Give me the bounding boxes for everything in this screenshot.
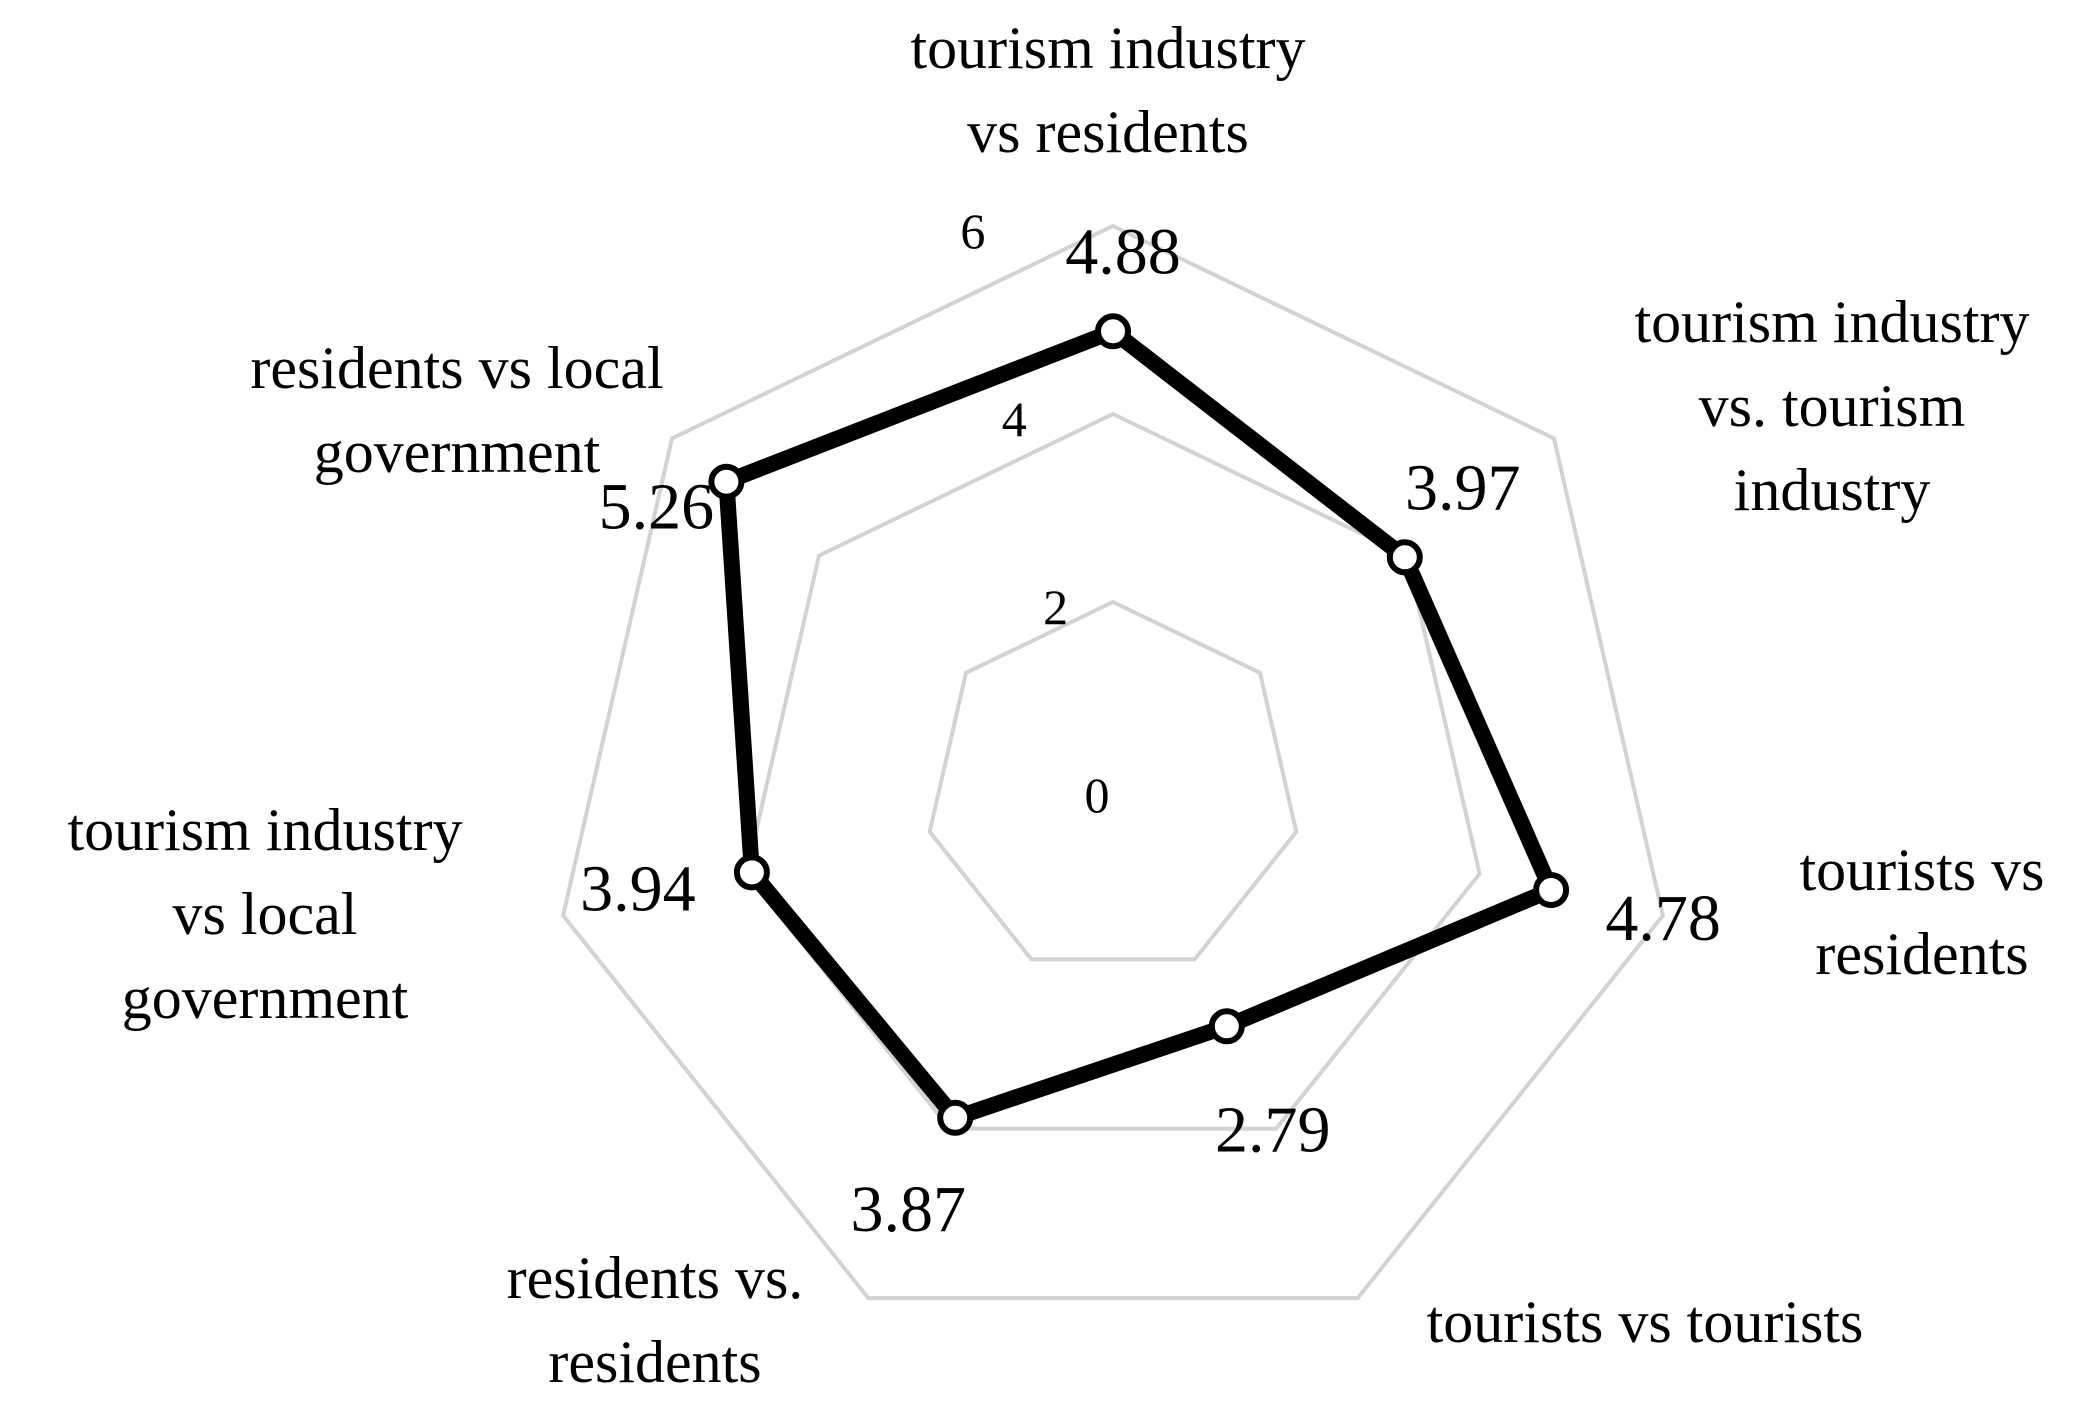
category-label-layer: tourism industry vs residents tourism indu…	[67, 15, 2044, 1395]
series-layer	[708, 313, 1570, 1136]
tick-label-layer: 0 2 4 6	[960, 203, 1109, 823]
radial-tick-label: 2	[1043, 579, 1068, 635]
data-label: 3.97	[1405, 451, 1521, 524]
data-label: 3.94	[580, 852, 696, 925]
category-label: tourists vs tourists	[1427, 1289, 1864, 1355]
category-label: tourism industry vs. tourism industry	[1634, 289, 2029, 523]
data-point	[733, 854, 770, 891]
category-label: residents vs local government	[250, 335, 663, 485]
category-label: tourism industry vs local government	[67, 797, 462, 1031]
grid-ring-6	[560, 223, 1666, 1301]
data-point	[1095, 313, 1131, 350]
data-point	[937, 1099, 974, 1136]
data-point	[1533, 872, 1570, 908]
data-label: 5.26	[599, 471, 715, 544]
data-point	[1386, 539, 1423, 576]
data-label: 4.88	[1065, 215, 1181, 288]
series-line	[718, 322, 1562, 1128]
category-label: residents vs. residents	[507, 1245, 804, 1395]
radial-tick-label: 4	[1002, 391, 1027, 447]
data-point	[1208, 1008, 1245, 1045]
radial-tick-label: 0	[1085, 767, 1110, 823]
radial-tick-label: 6	[960, 203, 985, 259]
data-label: 2.79	[1215, 1093, 1331, 1166]
data-label: 4.78	[1605, 882, 1721, 955]
category-label: tourism industry vs residents	[910, 15, 1305, 165]
data-point	[708, 463, 745, 500]
category-label: tourists vs residents	[1799, 837, 2044, 987]
value-label-layer: 4.88 3.97 4.78 2.79 3.87 3.94 5.26	[580, 215, 1721, 1246]
grid-ring-2	[927, 599, 1299, 962]
data-label: 3.87	[850, 1173, 966, 1246]
